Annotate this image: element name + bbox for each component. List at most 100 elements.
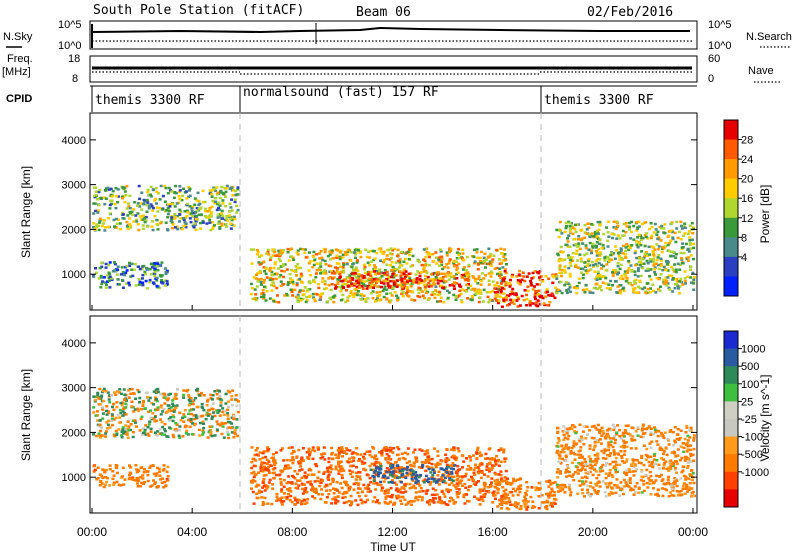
echo-cell (280, 470, 284, 474)
echo-cell (289, 281, 293, 284)
echo-cell (668, 288, 672, 291)
echo-cell (319, 295, 323, 298)
echo-cell (295, 251, 299, 254)
echo-cell (286, 467, 290, 470)
echo-cell (588, 470, 592, 474)
echo-cell (180, 198, 184, 202)
echo-cell (219, 401, 223, 404)
echo-cell (663, 431, 667, 434)
echo-cell (382, 250, 386, 254)
echo-cell (404, 490, 408, 493)
echo-cell (299, 272, 303, 276)
echo-cell (359, 453, 363, 456)
echo-cell (325, 496, 329, 499)
echo-cell (596, 454, 600, 458)
echo-cell (688, 242, 692, 245)
echo-cell (434, 497, 438, 500)
echo-cell (303, 251, 307, 254)
echo-cell (185, 389, 189, 393)
echo-cell (444, 275, 448, 278)
echo-cell (102, 399, 106, 403)
echo-cell (451, 462, 455, 465)
echo-cell (255, 446, 259, 450)
echo-cell (216, 191, 220, 194)
echo-cell (301, 447, 305, 450)
echo-cell (517, 273, 521, 276)
echo-cell (653, 271, 657, 274)
echo-cell (236, 410, 240, 414)
echo-cell (440, 272, 444, 275)
echo-cell (583, 223, 587, 227)
echo-cell (423, 453, 427, 456)
echo-cell (253, 288, 257, 291)
echo-cell (463, 475, 467, 478)
echo-cell (645, 468, 649, 472)
echo-cell (142, 482, 145, 486)
echo-cell (392, 276, 396, 279)
echo-cell (383, 273, 387, 277)
echo-cell (458, 289, 462, 293)
echo-cell (279, 284, 283, 288)
echo-cell (591, 486, 595, 489)
echo-cell (588, 241, 592, 245)
echo-cell (371, 290, 375, 293)
echo-cell (296, 249, 300, 252)
power-panel-frame (89, 112, 698, 311)
echo-cell (673, 263, 677, 266)
echo-cell (502, 279, 506, 283)
echo-cell (148, 278, 152, 282)
echo-cell (693, 276, 696, 279)
echo-cell (385, 257, 389, 261)
echo-cell (567, 486, 571, 489)
echo-cell (322, 270, 326, 274)
echo-cell (94, 190, 98, 193)
echo-cell (623, 270, 627, 273)
echo-cell (154, 481, 157, 484)
echo-cell (563, 269, 567, 272)
echo-cell (367, 250, 371, 253)
echo-cell (538, 276, 541, 279)
echo-cell (230, 431, 234, 434)
echo-cell (480, 463, 484, 466)
echo-cell (424, 459, 428, 462)
echo-cell (398, 476, 401, 479)
echo-cell (192, 414, 196, 417)
echo-cell (97, 434, 101, 437)
echo-cell (545, 507, 549, 511)
echo-cell (577, 281, 581, 285)
echo-cell (156, 408, 160, 412)
echo-cell (251, 478, 255, 482)
echo-cell (406, 465, 410, 469)
echo-cell (146, 395, 149, 399)
echo-cell (606, 231, 610, 234)
echo-cell (615, 273, 619, 276)
echo-cell (499, 276, 503, 280)
echo-cell (105, 409, 108, 413)
echo-cell (95, 225, 98, 228)
echo-cell (687, 488, 691, 492)
echo-cell (104, 476, 108, 479)
echo-cell (230, 218, 234, 222)
echo-cell (348, 487, 351, 490)
echo-cell (515, 299, 519, 302)
echo-cell (121, 428, 125, 431)
echo-cell (531, 288, 535, 291)
echo-cell (651, 258, 655, 261)
echo-cell (434, 251, 438, 254)
echo-cell (649, 493, 653, 496)
echo-cell (353, 282, 357, 286)
echo-cell (154, 388, 158, 392)
echo-cell (418, 490, 422, 493)
echo-cell (228, 215, 232, 219)
echo-cell (594, 282, 598, 286)
ytick-label: 4000 (62, 135, 86, 147)
echo-cell (191, 205, 195, 209)
echo-cell (206, 414, 210, 417)
echo-cell (632, 465, 636, 469)
echo-cell (377, 471, 381, 474)
echo-cell (120, 403, 124, 407)
echo-cell (645, 481, 649, 485)
echo-cell (425, 250, 429, 254)
echo-cell (673, 441, 677, 444)
